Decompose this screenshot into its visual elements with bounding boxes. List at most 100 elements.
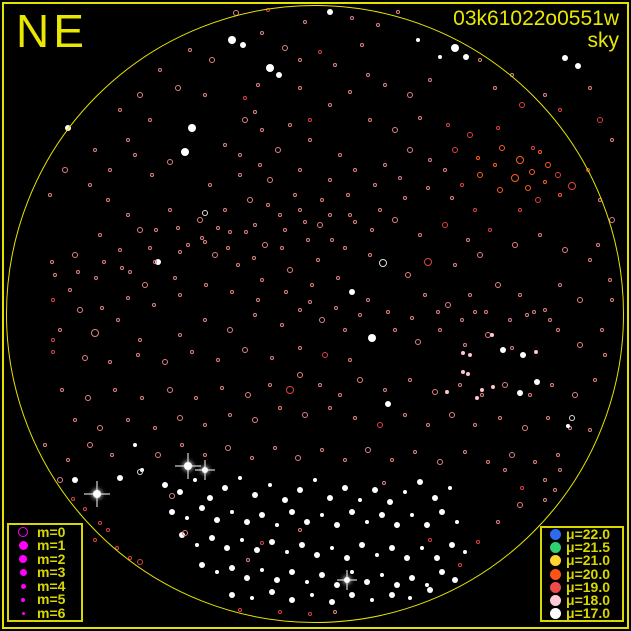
legend-row: m=4: [9, 579, 81, 593]
star-ring: [386, 310, 390, 314]
star-ring: [493, 86, 497, 90]
star-ring: [458, 383, 462, 387]
star-dot: [181, 148, 189, 156]
star-ring: [379, 259, 387, 267]
star-ring: [260, 31, 264, 35]
star-dot: [394, 582, 400, 588]
star-ring: [91, 329, 99, 337]
legend-symbol-cell: [9, 541, 37, 550]
star-dot: [266, 64, 274, 72]
star-dot: [463, 54, 469, 60]
star-dot: [330, 546, 334, 550]
star-ring: [256, 83, 260, 87]
star-dot: [375, 553, 379, 557]
star-ring: [275, 147, 281, 153]
star-ring: [194, 396, 198, 400]
star-dot: [260, 568, 264, 572]
star-dot: [117, 475, 123, 481]
surface-brightness-color-circle: [549, 607, 561, 619]
star-ring: [253, 110, 257, 114]
legend-label: μ=21.5: [566, 539, 610, 556]
star-dot: [432, 495, 438, 501]
star-ring: [517, 502, 523, 508]
star-ring: [260, 278, 264, 282]
star-ring: [477, 252, 483, 258]
magnitude-size-circle: [19, 569, 27, 576]
star-dot: [427, 587, 433, 593]
star-ring: [328, 103, 332, 107]
star-ring: [538, 150, 542, 154]
star-ring: [316, 258, 320, 262]
star-dot: [207, 495, 213, 501]
star-ring: [525, 313, 529, 317]
star-ring: [306, 238, 310, 242]
star-ring: [445, 302, 451, 308]
star-ring: [230, 290, 234, 294]
star-dot: [349, 592, 355, 598]
star-ring: [93, 538, 97, 542]
star-ring: [368, 118, 372, 122]
star-ring: [588, 86, 592, 90]
star-ring: [270, 356, 274, 360]
star-ring: [473, 208, 477, 212]
star-ring: [556, 328, 560, 332]
star-ring: [432, 389, 438, 395]
star-ring: [558, 468, 562, 472]
star-ring: [298, 58, 302, 62]
star-ring: [118, 108, 122, 112]
star-dot: [224, 545, 230, 551]
star-dot: [468, 353, 472, 357]
star-ring: [116, 318, 120, 322]
star-ring: [343, 246, 347, 250]
star-dot: [475, 396, 479, 400]
star-ring: [543, 478, 547, 482]
star-ring: [546, 416, 550, 420]
star-dot: [350, 570, 354, 574]
star-ring: [228, 230, 232, 234]
star-ring: [178, 250, 182, 254]
star-ring: [242, 347, 248, 353]
star-ring: [88, 183, 92, 187]
star-dot: [364, 579, 370, 585]
star-ring: [338, 393, 342, 397]
star-ring: [203, 93, 207, 97]
star-ring: [209, 57, 215, 63]
star-ring: [519, 102, 525, 108]
star-dot: [461, 351, 465, 355]
star-ring: [508, 318, 512, 322]
star-dot: [162, 482, 168, 488]
star-ring: [418, 233, 422, 237]
magnitude-legend: m=0 m=1 m=2 m=3 m=4 m=5 m=6: [7, 523, 83, 622]
star-ring: [343, 458, 347, 462]
star-dot: [240, 42, 246, 48]
star-ring: [319, 317, 325, 323]
star-ring: [126, 418, 130, 422]
star-ring: [302, 412, 308, 418]
star-ring: [137, 469, 143, 475]
star-ring: [328, 213, 332, 217]
star-ring: [458, 563, 462, 567]
star-ring: [516, 156, 524, 164]
star-ring: [297, 372, 303, 378]
star-ring: [529, 169, 535, 175]
star-dot: [439, 509, 445, 515]
star-ring: [273, 446, 277, 450]
star-ring: [216, 358, 220, 362]
star-ring: [423, 293, 427, 297]
star-dot: [327, 495, 333, 501]
star-ring: [298, 308, 302, 312]
star-ring: [426, 423, 430, 427]
star-ring: [318, 383, 322, 387]
star-ring: [405, 272, 411, 278]
legend-row: m=2: [9, 552, 81, 566]
star-ring: [543, 93, 547, 97]
star-ring: [77, 307, 83, 313]
star-ring: [460, 183, 464, 187]
star-ring: [288, 123, 292, 127]
star-ring: [267, 177, 273, 183]
surface-brightness-color-circle: [549, 581, 561, 593]
star-ring: [51, 350, 55, 354]
legend-symbol-cell: [544, 568, 566, 580]
star-dot: [195, 543, 199, 547]
